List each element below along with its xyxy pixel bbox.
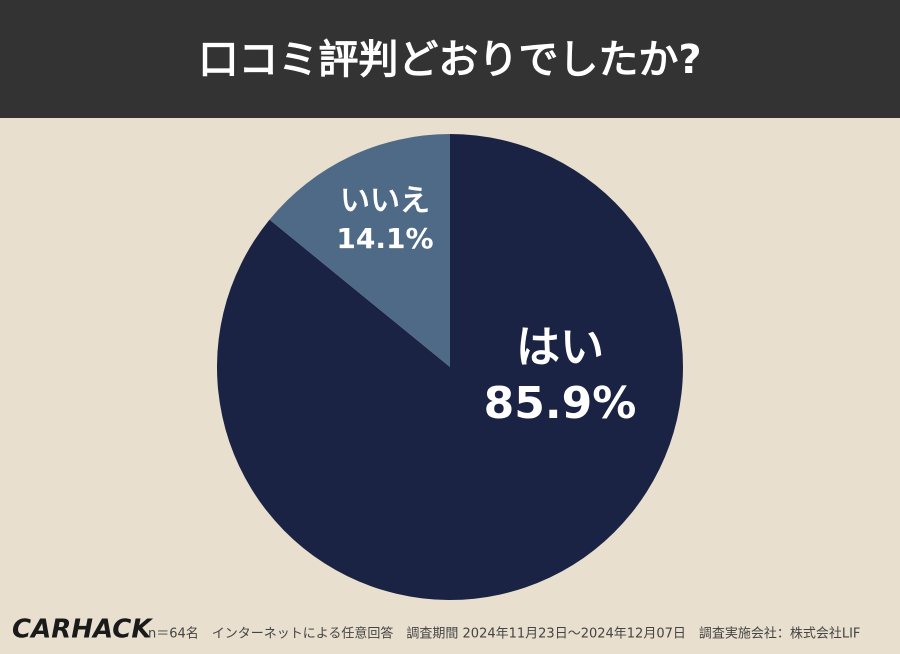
header-bar xyxy=(0,0,900,118)
logo: CARHACK xyxy=(12,615,153,645)
slice-value-label: 85.9% xyxy=(484,378,637,429)
slice-category: いいえ xyxy=(340,184,430,219)
chart-title: 口コミ評判どおりでしたか? xyxy=(198,37,701,83)
footer-note: n＝64名 インターネットによる任意回答 調査期間 2024年11月23日〜20… xyxy=(148,626,860,642)
slice-value-label: 14.1% xyxy=(336,222,433,255)
slice-category: はい xyxy=(516,322,604,373)
pie-slice xyxy=(269,134,450,367)
